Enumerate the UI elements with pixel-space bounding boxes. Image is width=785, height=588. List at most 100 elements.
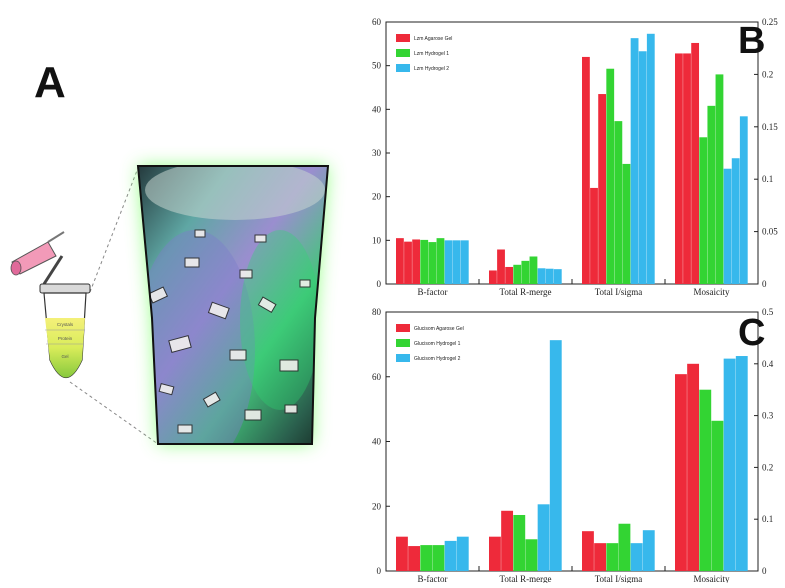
bar [432,545,445,571]
left-tick-label: 60 [372,372,382,382]
panel-label-c: C [738,312,766,354]
bar [582,56,590,284]
bar [444,540,457,571]
bar [646,33,655,284]
bar [638,51,647,284]
right-tick-label: 0.1 [762,174,773,184]
bar [707,105,716,284]
bar [594,543,607,571]
left-tick-label: 50 [372,61,382,71]
bar [537,504,550,571]
left-tick-label: 30 [372,148,382,158]
bar [521,260,530,284]
microtube-icon: Crystals Protein Gel [39,255,91,379]
bar [412,239,421,284]
bar [683,53,691,284]
bar [590,187,598,284]
bar [408,546,421,571]
legend-swatch [396,354,410,362]
bar [699,137,708,284]
bar [675,374,687,571]
category-label: Total R-merge [500,287,552,297]
bar [489,270,497,284]
bar [598,94,607,284]
bar [618,523,631,571]
right-tick-label: 0.05 [762,227,778,237]
bar [404,241,412,284]
left-tick-label: 20 [372,192,382,202]
bar [501,510,514,571]
plot-frame [385,21,759,285]
legend-label: Glucisom Hydrogel 1 [414,341,461,347]
bar [582,531,594,571]
right-tick-label: 0.15 [762,122,778,132]
left-tick-label: 0 [377,279,382,289]
crystal-micrograph [138,166,328,444]
bar [436,238,445,284]
bar [545,268,554,284]
right-tick-label: 0 [762,566,767,576]
bar [739,116,748,284]
legend-label: Lzm Agarose Gel [414,36,452,42]
tube-and-micrograph: Crystals Protein Gel [10,165,330,445]
right-tick-label: 0.4 [762,359,774,369]
right-tick-label: 0.2 [762,462,773,472]
bar [614,121,623,284]
bar [529,256,538,284]
legend-label: Lzm Hydrogel 2 [414,66,449,72]
bar [687,363,700,571]
left-tick-label: 40 [372,437,382,447]
category-label: Mosaicity [694,574,730,583]
bar [642,530,655,571]
bar [456,536,469,571]
right-tick-label: 0.3 [762,411,774,421]
bar [513,514,526,571]
bar [699,389,712,571]
category-label: B-factor [418,287,448,297]
bar [525,539,538,571]
bar [505,266,514,284]
legend-swatch [396,324,410,332]
right-tick-label: 0.1 [762,514,773,524]
right-tick-label: 0 [762,279,767,289]
projection-line-top [89,167,139,293]
bar [553,269,562,284]
tube-label-crystals: Crystals [57,322,74,327]
left-tick-label: 0 [377,566,382,576]
legend-label: Glucisom Hydrogel 2 [414,356,461,362]
legend-swatch [396,34,410,42]
chart-b-plot: 010203040506000.050.10.150.20.25B-factor… [372,17,778,297]
bar [691,42,700,285]
category-label: Total I/sigma [595,287,643,297]
panel-label-b: B [738,20,766,62]
bar [723,358,736,571]
category-label: Mosaicity [694,287,730,297]
tube-label-gel: Gel [61,354,68,359]
legend-swatch [396,49,410,57]
bar [723,168,732,284]
bar [630,38,639,285]
bar [630,543,643,571]
bar [735,356,748,571]
bar [460,240,469,284]
bar [731,158,740,284]
bar [549,340,562,571]
bar [489,536,501,571]
bar [606,68,615,285]
bar [537,268,546,284]
legend-swatch [396,339,410,347]
category-label: B-factor [418,574,448,583]
bar [420,239,429,284]
bar [396,238,404,284]
bar [715,74,724,285]
bar [675,53,683,284]
legend-swatch [396,64,410,72]
panel-label-a: A [34,58,66,107]
pipette-icon [10,231,65,276]
category-label: Total I/sigma [595,574,643,583]
bar [606,543,619,571]
legend-label: Lzm Hydrogel 1 [414,51,449,57]
bar [420,545,433,571]
tube-label-protein: Protein [58,336,73,341]
bar [396,536,408,571]
